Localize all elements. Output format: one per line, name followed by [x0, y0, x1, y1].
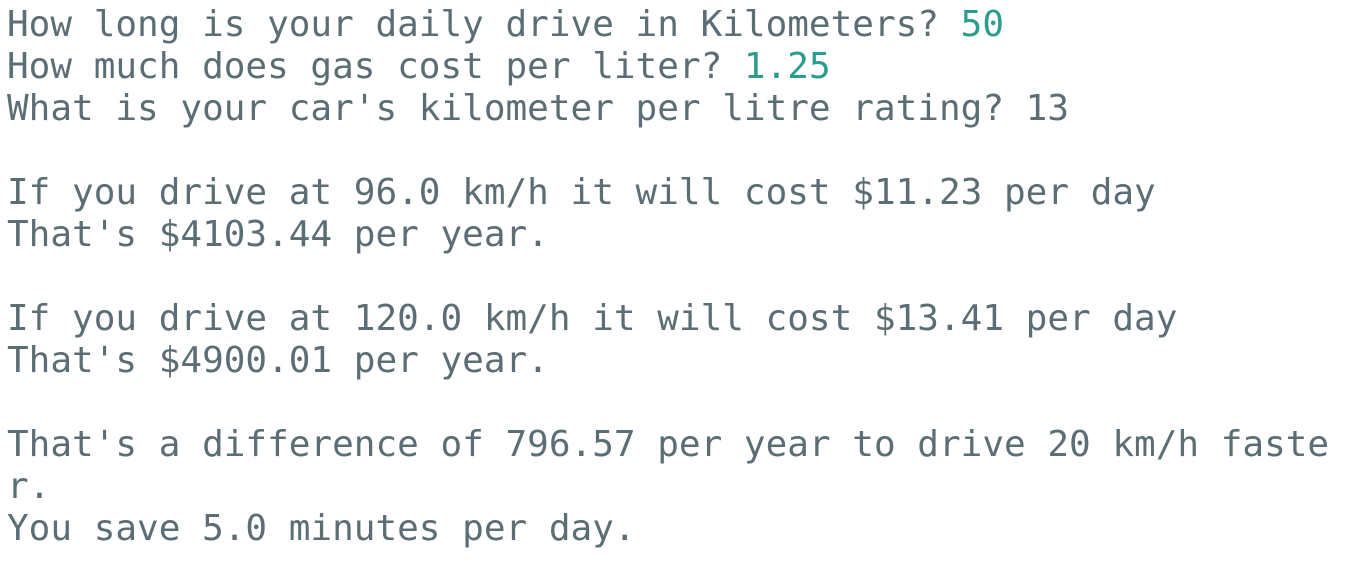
line-text: How much does gas cost per liter?	[7, 46, 744, 87]
line-text: If you drive at 120.0 km/h it will cost …	[7, 298, 1178, 339]
output-line: You save 5.0 minutes per day.	[7, 508, 1346, 550]
line-text: If you drive at 96.0 km/h it will cost $…	[7, 172, 1156, 213]
output-line: How long is your daily drive in Kilomete…	[7, 4, 1346, 46]
line-text: That's $4900.01 per year.	[7, 340, 549, 381]
output-line: If you drive at 96.0 km/h it will cost $…	[7, 172, 1346, 214]
line-text: That's $4103.44 per year.	[7, 214, 549, 255]
output-line: What is your car's kilometer per litre r…	[7, 88, 1346, 130]
user-input: 50	[960, 4, 1005, 45]
line-text: What is your car's kilometer per litre r…	[7, 88, 1070, 129]
blank-line	[7, 130, 1346, 172]
blank-line	[7, 382, 1346, 424]
output-line: That's a difference of 796.57 per year t…	[7, 424, 1346, 466]
output-line: If you drive at 120.0 km/h it will cost …	[7, 298, 1346, 340]
line-text: You save 5.0 minutes per day.	[7, 508, 636, 549]
output-line: r.	[7, 466, 1346, 508]
user-input: 1.25	[743, 46, 831, 87]
line-text: That's a difference of 796.57 per year t…	[7, 424, 1330, 465]
blank-line	[7, 256, 1346, 298]
line-text: r.	[7, 466, 51, 507]
line-text: How long is your daily drive in Kilomete…	[7, 4, 961, 45]
output-line: That's $4900.01 per year.	[7, 340, 1346, 382]
output-line: That's $4103.44 per year.	[7, 214, 1346, 256]
output-line: How much does gas cost per liter? 1.25	[7, 46, 1346, 88]
